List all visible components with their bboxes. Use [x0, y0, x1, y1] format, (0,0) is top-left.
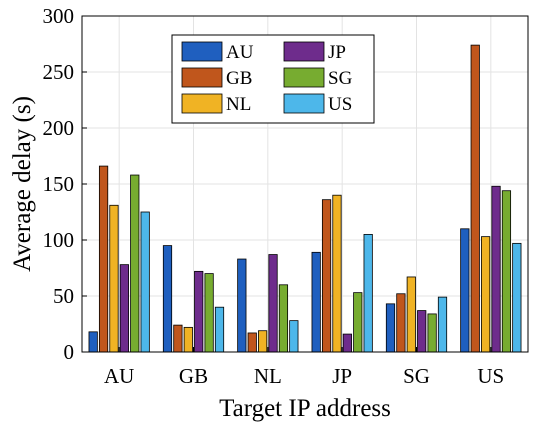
x-tick-label: GB: [179, 364, 208, 388]
bar-nl-au: [237, 258, 247, 353]
x-tick-labels: AU GB NL JP SG US: [104, 347, 504, 388]
bar-gb-nl: [183, 326, 193, 353]
x-tick-label: JP: [332, 364, 352, 388]
legend-swatch-gb: [181, 67, 223, 88]
bar-us-au: [460, 228, 470, 353]
y-tick-label: 300: [43, 4, 75, 28]
x-tick-label: NL: [254, 364, 282, 388]
legend-label-au: AU: [226, 42, 254, 63]
bar-sg-gb: [396, 293, 406, 353]
legend-swatch-au: [181, 41, 223, 62]
y-tick-label: 150: [43, 172, 75, 196]
bar-jp-au: [311, 251, 321, 353]
bar-jp-us: [363, 233, 373, 353]
bar-nl-us: [289, 320, 299, 353]
x-axis-label: Target IP address: [219, 395, 391, 422]
bar-gb-gb: [173, 324, 183, 353]
legend-label-sg: SG: [328, 68, 353, 89]
legend: AU GB NL JP SG US: [171, 34, 375, 124]
bar-au-au: [88, 331, 98, 353]
bar-sg-sg: [427, 313, 437, 353]
legend-label-nl: NL: [226, 94, 251, 115]
bar-sg-jp: [417, 310, 427, 353]
bar-jp-sg: [353, 292, 363, 353]
bar-au-us: [140, 211, 150, 353]
bar-gb-sg: [204, 273, 214, 353]
y-tick-label: 0: [64, 340, 75, 364]
bar-jp-gb: [321, 199, 332, 353]
bar-nl-jp: [268, 254, 278, 353]
x-tick-label: AU: [104, 364, 134, 388]
bar-sg-au: [385, 303, 396, 353]
legend-label-gb: GB: [226, 68, 252, 89]
bar-au-gb: [98, 165, 109, 353]
bar-sg-nl: [406, 276, 416, 353]
bar-us-nl: [481, 236, 491, 353]
y-tick-labels: 0 50 100 150 200 250 300: [43, 4, 87, 364]
bar-gb-au: [162, 245, 173, 353]
legend-swatch-sg: [283, 67, 325, 88]
bar-nl-gb: [247, 332, 257, 353]
bar-au-sg: [130, 174, 140, 353]
y-tick-label: 250: [43, 60, 75, 84]
bar-au-nl: [109, 204, 119, 353]
bar-gb-jp: [194, 270, 204, 353]
bar-jp-nl: [332, 194, 342, 353]
bar-us-gb: [470, 44, 480, 353]
legend-swatch-us: [283, 93, 325, 114]
y-axis-label: Average delay (s): [9, 96, 36, 272]
bar-sg-us: [437, 296, 448, 353]
legend-label-jp: JP: [328, 42, 346, 63]
bar-gb-us: [214, 306, 225, 353]
x-tick-label: US: [477, 364, 504, 388]
bar-nl-nl: [258, 330, 268, 353]
legend-label-us: US: [328, 94, 352, 115]
legend-swatch-jp: [283, 41, 325, 62]
y-tick-label: 100: [43, 228, 75, 252]
bar-nl-sg: [278, 284, 289, 353]
bar-us-jp: [491, 185, 501, 353]
bar-au-jp: [119, 264, 129, 353]
y-tick-label: 50: [53, 284, 74, 308]
bar-us-sg: [501, 190, 512, 353]
bar-us-us: [512, 242, 522, 353]
y-tick-label: 200: [43, 116, 75, 140]
x-tick-label: SG: [403, 364, 430, 388]
bar-jp-jp: [342, 333, 352, 353]
legend-swatch-nl: [181, 93, 223, 114]
